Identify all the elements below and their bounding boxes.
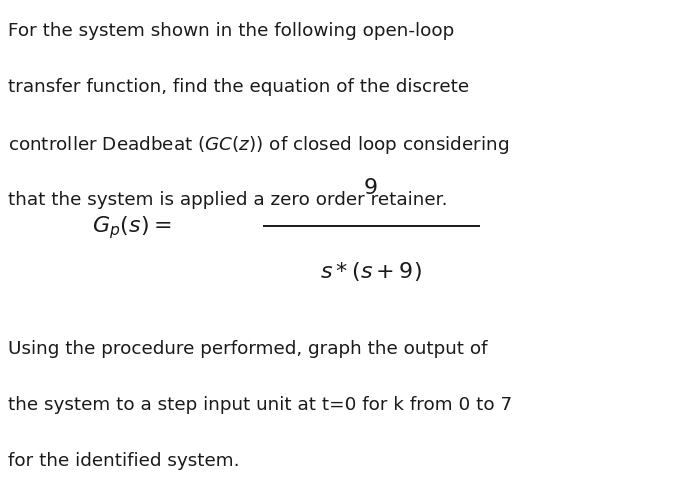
Text: $s * (s + 9)$: $s * (s + 9)$	[320, 260, 422, 283]
Text: Using the procedure performed, graph the output of: Using the procedure performed, graph the…	[8, 339, 488, 357]
Text: that the system is applied a zero order retainer.: that the system is applied a zero order …	[8, 190, 448, 208]
Text: For the system shown in the following open-loop: For the system shown in the following op…	[8, 22, 455, 40]
Text: for the identified system.: for the identified system.	[8, 451, 240, 469]
Text: transfer function, find the equation of the discrete: transfer function, find the equation of …	[8, 78, 470, 96]
Text: the system to a step input unit at t=0 for k from 0 to 7: the system to a step input unit at t=0 f…	[8, 395, 512, 413]
Text: $G_p(s) = $: $G_p(s) = $	[92, 214, 172, 240]
Text: 9: 9	[364, 178, 378, 198]
Text: controller Deadbeat ($GC(z)$) of closed loop considering: controller Deadbeat ($GC(z)$) of closed …	[8, 134, 510, 156]
